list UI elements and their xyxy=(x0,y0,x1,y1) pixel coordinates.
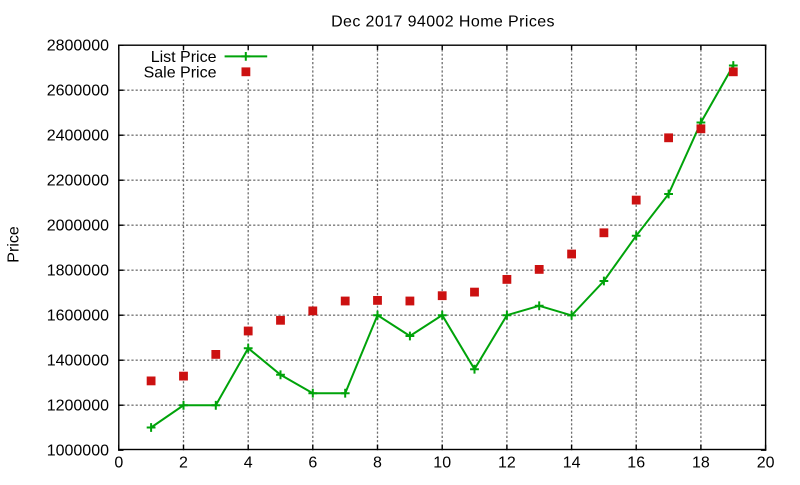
svg-text:2400000: 2400000 xyxy=(47,128,109,145)
svg-text:6: 6 xyxy=(308,455,317,472)
svg-text:Dec 2017 94002 Home Prices: Dec 2017 94002 Home Prices xyxy=(331,14,555,31)
svg-text:2800000: 2800000 xyxy=(47,38,109,55)
svg-text:1200000: 1200000 xyxy=(47,398,109,415)
svg-text:4: 4 xyxy=(244,455,253,472)
svg-text:1800000: 1800000 xyxy=(47,263,109,280)
svg-text:List Price: List Price xyxy=(151,49,217,66)
svg-text:2000000: 2000000 xyxy=(47,218,109,235)
svg-text:1400000: 1400000 xyxy=(47,353,109,370)
svg-text:10: 10 xyxy=(433,455,451,472)
svg-text:16: 16 xyxy=(627,455,645,472)
svg-text:12: 12 xyxy=(498,455,516,472)
svg-text:0: 0 xyxy=(114,455,123,472)
svg-text:Price: Price xyxy=(6,226,23,263)
svg-text:Sale Price: Sale Price xyxy=(144,64,217,81)
svg-text:1000000: 1000000 xyxy=(47,443,109,460)
svg-text:14: 14 xyxy=(563,455,581,472)
svg-text:2200000: 2200000 xyxy=(47,173,109,190)
svg-text:2: 2 xyxy=(179,455,188,472)
svg-text:20: 20 xyxy=(757,455,775,472)
svg-text:1600000: 1600000 xyxy=(47,308,109,325)
svg-text:2600000: 2600000 xyxy=(47,83,109,100)
svg-text:8: 8 xyxy=(373,455,382,472)
svg-text:18: 18 xyxy=(692,455,710,472)
